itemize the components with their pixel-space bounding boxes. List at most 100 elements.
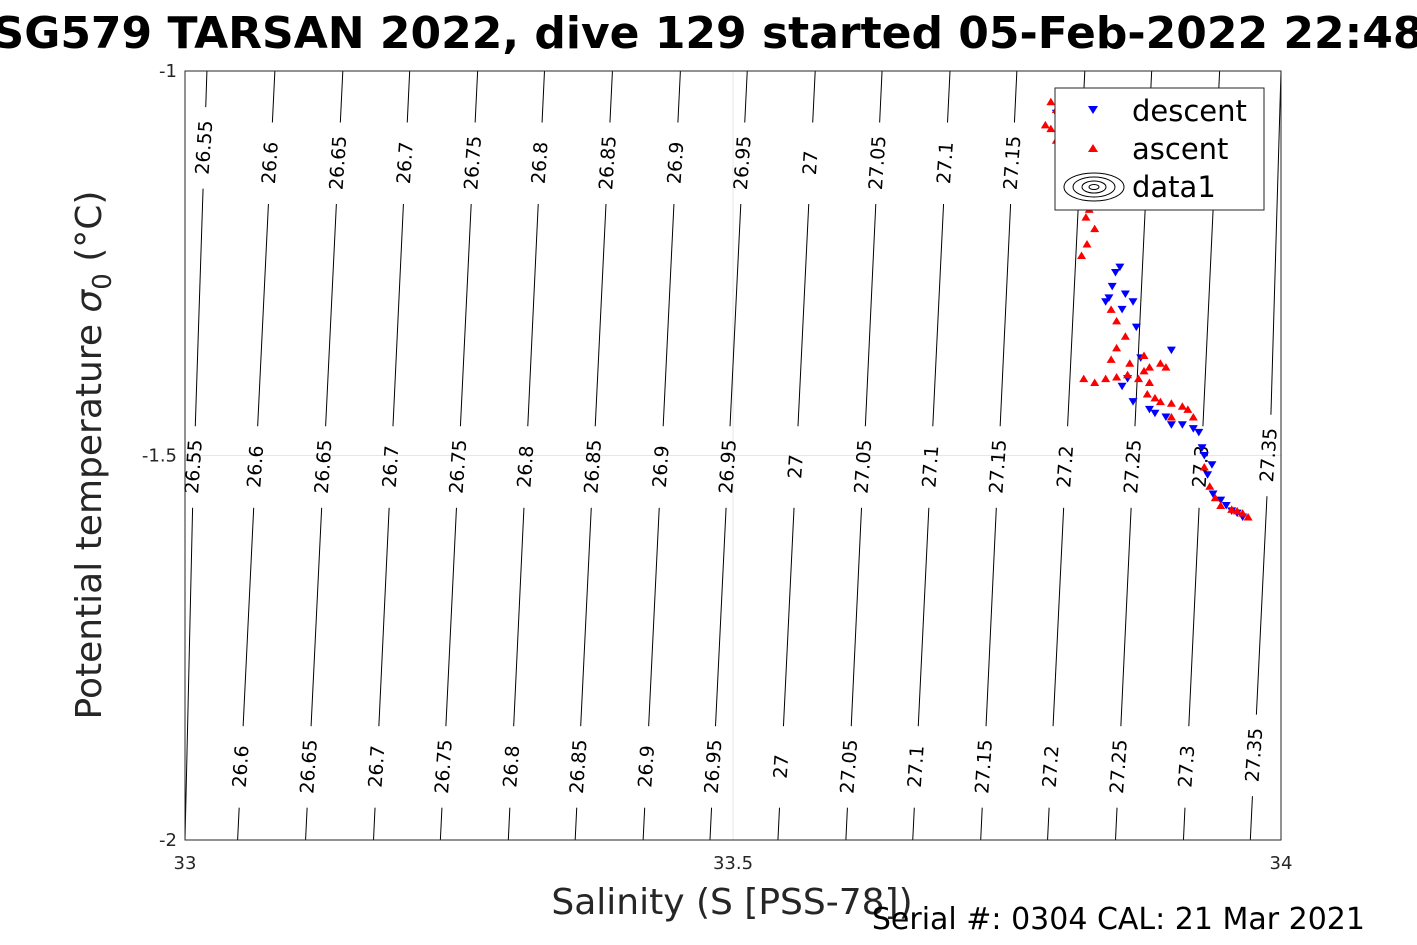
contour-line [527,204,539,427]
contour-line [205,70,208,108]
contour-line [237,807,240,841]
contour-line [1182,807,1186,841]
y-tick-label: -2 [159,830,177,851]
contour-label: 26.7 [365,745,390,789]
x-tick-label: 33 [174,853,197,874]
ascent-point [1046,97,1056,106]
descent-point [1188,425,1198,433]
x-tick-label: 33.5 [713,853,753,874]
contour-label: 26.95 [730,135,756,191]
descent-point [1107,282,1117,291]
contour-line [194,188,204,427]
x-axis-label: Salinity (S [PSS-78]) [551,882,912,923]
descent-point [1128,298,1138,306]
contour-line [1188,507,1200,727]
contour-line [406,70,411,123]
contour-line [864,204,877,427]
descent-point [1207,461,1217,469]
contour-label: 26.95 [715,439,741,495]
contour-27.35: 27.35 27.35 [1242,70,1282,841]
contour-line [777,807,781,841]
legend-descent-marker [1088,106,1098,114]
contour-26.75: 26.75 26.75 26.75 [431,70,486,841]
descent-point [1166,421,1176,429]
contour-label: 26.9 [634,745,659,789]
contour-label: 27.05 [851,439,877,495]
contour-line [782,507,795,727]
ascent-point [1101,374,1111,383]
descent-point [1197,444,1207,452]
contour-line [648,507,660,727]
ascent-point [1238,509,1248,517]
ascent-point [1144,363,1154,371]
contour-label: 26.85 [566,739,592,795]
contour-label: 26.75 [431,739,457,795]
contour-line [1255,496,1268,715]
contour-line [812,70,816,123]
ascent-point [1120,332,1130,340]
ascent-point [1081,213,1091,221]
legend-data1-label: data1 [1132,170,1216,204]
ascent-point [1112,373,1122,381]
ascent-point [1079,374,1089,383]
contour-label: 26.95 [701,739,727,795]
ascent-point [1139,351,1149,360]
ascent-point [1123,370,1133,379]
contour-line [1120,507,1132,727]
contour-label: 26.85 [580,439,606,495]
ascent-point [1144,378,1154,386]
contour-line [507,807,511,841]
contour-line [574,807,578,841]
contour-label: 27.35 [1242,727,1268,783]
contour-label: 27.3 [1189,445,1214,489]
contour-line [850,507,863,727]
descent-point [1144,405,1154,414]
ascent-point [1227,505,1237,513]
legend-descent-label: descent [1132,94,1247,128]
contour-label: 26.9 [663,141,688,185]
ascent-point [1232,506,1242,515]
contour-27.05: 27.05 27.05 27.05 [836,70,891,841]
contour-line [932,204,945,427]
descent-point [1161,413,1171,422]
contour-line [439,807,443,841]
contour-line [985,507,997,727]
contour-26.7: 26.7 26.7 26.7 [365,70,418,841]
legend: descent ascent data1 [1054,87,1265,211]
ascent-point [1090,224,1100,233]
descent-point [1115,263,1125,272]
contour-line [609,70,613,123]
chart-title: SG579 TARSAN 2022, dive 129 started 05-F… [0,8,1417,59]
contour-line [392,204,404,427]
ascent-point [1210,493,1220,502]
contour-label: 27.2 [1039,745,1064,789]
contour-27: 27 27 27 [770,70,823,841]
ascent-point [1077,251,1087,260]
contour-line [1052,507,1065,727]
descent-point [1199,452,1209,460]
contour-line [184,507,194,841]
contour-line [513,507,525,727]
ascent-point [1112,316,1122,325]
contour-line [378,507,390,727]
descent-point [1120,290,1130,299]
contour-line [339,70,344,123]
contour-label: 27 [770,754,794,780]
descent-point [1203,471,1213,479]
contour-line [642,807,646,841]
contour-27.1: 27.1 27.1 27.1 [904,70,958,841]
contour-label: 26.8 [513,445,538,489]
contour-label: 26.7 [393,141,418,185]
contour-line [709,807,713,841]
descent-point [1166,346,1176,355]
contour-label: 27.1 [918,445,943,489]
ascent-point [1188,413,1198,421]
ascent-point [1216,501,1226,509]
contour-label: 27.35 [1256,427,1282,483]
contour-line [729,204,742,427]
contour-line [879,70,883,123]
contour-line [797,204,810,427]
ascent-point [1243,513,1253,521]
contour-26.6: 26.6 26.6 26.6 [229,70,283,841]
